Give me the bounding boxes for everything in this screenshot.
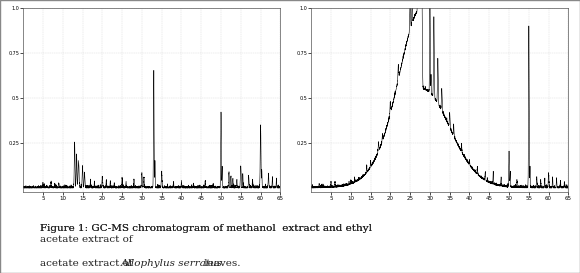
Text: Allophylus serratus: Allophylus serratus [121,259,222,268]
Text: acetate extract of: acetate extract of [39,259,136,268]
Text: Figure 1: GC-MS chromatogram of methanol  extract and ethyl: Figure 1: GC-MS chromatogram of methanol… [39,224,372,233]
Text: leaves.: leaves. [201,259,241,268]
Text: Figure 1: GC-MS chromatogram of methanol  extract and ethyl
acetate extract of: Figure 1: GC-MS chromatogram of methanol… [39,224,372,244]
